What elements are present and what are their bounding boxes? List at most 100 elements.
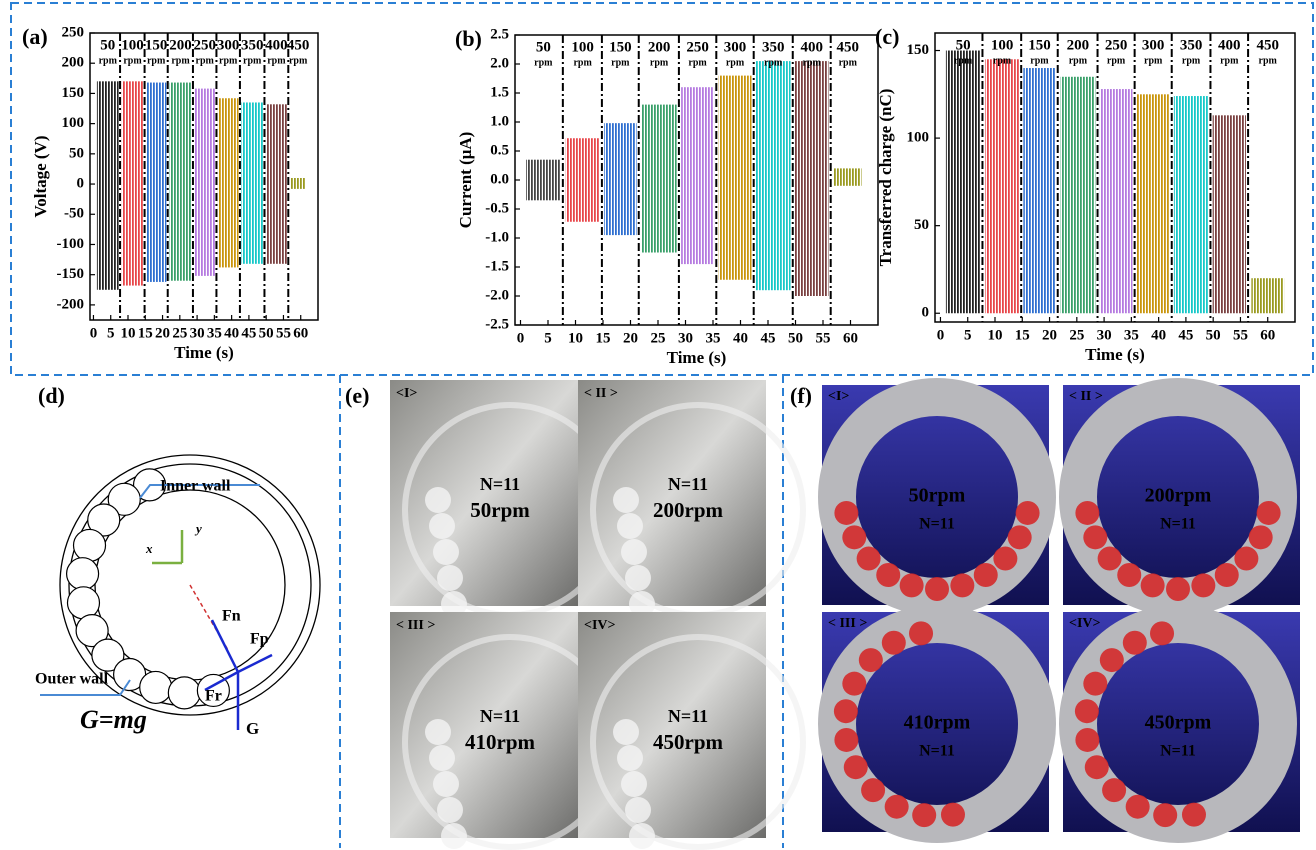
photo-count: N=11 (668, 706, 708, 726)
ball (876, 563, 901, 588)
ball (613, 719, 639, 745)
y-tick-label: 0 (922, 305, 930, 321)
rpm-value: 100 (991, 37, 1014, 53)
x-tick-label: 20 (155, 325, 170, 341)
ball (1140, 573, 1165, 598)
x-tick-label: 10 (568, 330, 583, 346)
x-tick-label: 20 (1042, 327, 1057, 343)
ball (72, 528, 107, 563)
panel-label: (b) (455, 26, 482, 51)
y-tick-label: 2.0 (490, 55, 509, 71)
ball (1102, 778, 1127, 803)
render-tag: <IV> (1069, 616, 1101, 631)
x-tick-label: 50 (788, 330, 803, 346)
x-tick-label: 55 (276, 325, 291, 341)
ball (1083, 525, 1108, 550)
photo-count: N=11 (668, 474, 708, 494)
ball (617, 513, 643, 539)
y-tick-label: -200 (57, 296, 85, 312)
y-tick-label: -2.0 (485, 287, 509, 303)
ball (1007, 525, 1032, 550)
x-tick-label: 15 (1015, 327, 1030, 343)
y-tick-label: 2.5 (490, 26, 509, 42)
signal-band (145, 82, 167, 282)
rpm-value: 150 (1028, 37, 1051, 53)
top-frame (10, 2, 1314, 376)
ball (107, 482, 141, 516)
y-tick-label: -1.0 (485, 229, 509, 245)
wall-label: Outer wall (35, 671, 109, 688)
signal-band (1060, 76, 1096, 314)
y-tick-label: -50 (64, 206, 84, 222)
render-count: N=11 (919, 516, 955, 533)
ball (629, 591, 655, 617)
ball (1117, 563, 1142, 588)
signal-band (834, 168, 862, 186)
rpm-unit: rpm (1259, 55, 1278, 66)
ball (621, 539, 647, 565)
signal-band (1173, 96, 1209, 314)
x-tick-label: 25 (172, 325, 187, 341)
y-tick-label: 50 (914, 217, 929, 233)
ball (856, 546, 881, 571)
x-tick-label: 60 (293, 325, 308, 341)
ball (441, 591, 467, 617)
rpm-value: 200 (1067, 37, 1090, 53)
ball (65, 557, 100, 591)
ball (629, 823, 655, 849)
rpm-unit: rpm (954, 55, 973, 66)
force-arrow (210, 619, 240, 673)
x-tick-label: 20 (623, 330, 638, 346)
ball (973, 563, 998, 588)
rpm-unit: rpm (289, 55, 308, 66)
ball (834, 500, 859, 525)
y-tick-label: -0.5 (485, 200, 509, 216)
y-tick-label: 1.5 (490, 84, 509, 100)
rpm-unit: rpm (1144, 55, 1163, 66)
rpm-value: 300 (217, 37, 240, 53)
rpm-unit: rpm (1107, 55, 1126, 66)
rpm-value: 200 (648, 39, 671, 55)
signal-band (945, 50, 981, 314)
rpm-value: 300 (724, 39, 747, 55)
ball (441, 823, 467, 849)
rpm-unit: rpm (764, 57, 783, 68)
rpm-unit: rpm (1069, 55, 1088, 66)
x-tick-label: 30 (190, 325, 205, 341)
photo-speed: 50rpm (470, 498, 530, 522)
force-arrow (237, 653, 273, 674)
x-tick-label: 0 (517, 330, 525, 346)
ball (625, 797, 651, 823)
ball (91, 638, 125, 672)
ball (1125, 794, 1150, 819)
ball (1084, 755, 1109, 780)
ball (1015, 500, 1040, 525)
rpm-value: 50 (536, 39, 551, 55)
rpm-unit: rpm (1030, 55, 1049, 66)
y-tick-label: -150 (57, 266, 85, 282)
ring (590, 634, 806, 850)
rpm-unit: rpm (573, 57, 592, 68)
signal-band (604, 123, 637, 236)
x-tick-label: 60 (843, 330, 858, 346)
ball (940, 802, 965, 827)
x-tick-label: 25 (651, 330, 666, 346)
ball (950, 573, 975, 598)
x-tick-label: 10 (988, 327, 1003, 343)
panel-label: (e) (345, 383, 369, 408)
y-tick-label: 50 (69, 145, 84, 161)
rpm-unit: rpm (688, 57, 707, 68)
x-tick-label: 50 (1206, 327, 1221, 343)
rpm-value: 350 (241, 37, 264, 53)
x-tick-label: 35 (706, 330, 721, 346)
plot-frame (89, 32, 319, 321)
signal-band (121, 81, 144, 286)
panel-label: (a) (22, 24, 48, 49)
x-tick-label: 40 (733, 330, 748, 346)
x-tick-label: 55 (816, 330, 831, 346)
rpm-value: 400 (800, 39, 823, 55)
gravity-label: G=mg (80, 705, 147, 734)
pointer (139, 484, 260, 499)
signal-band (169, 82, 192, 281)
